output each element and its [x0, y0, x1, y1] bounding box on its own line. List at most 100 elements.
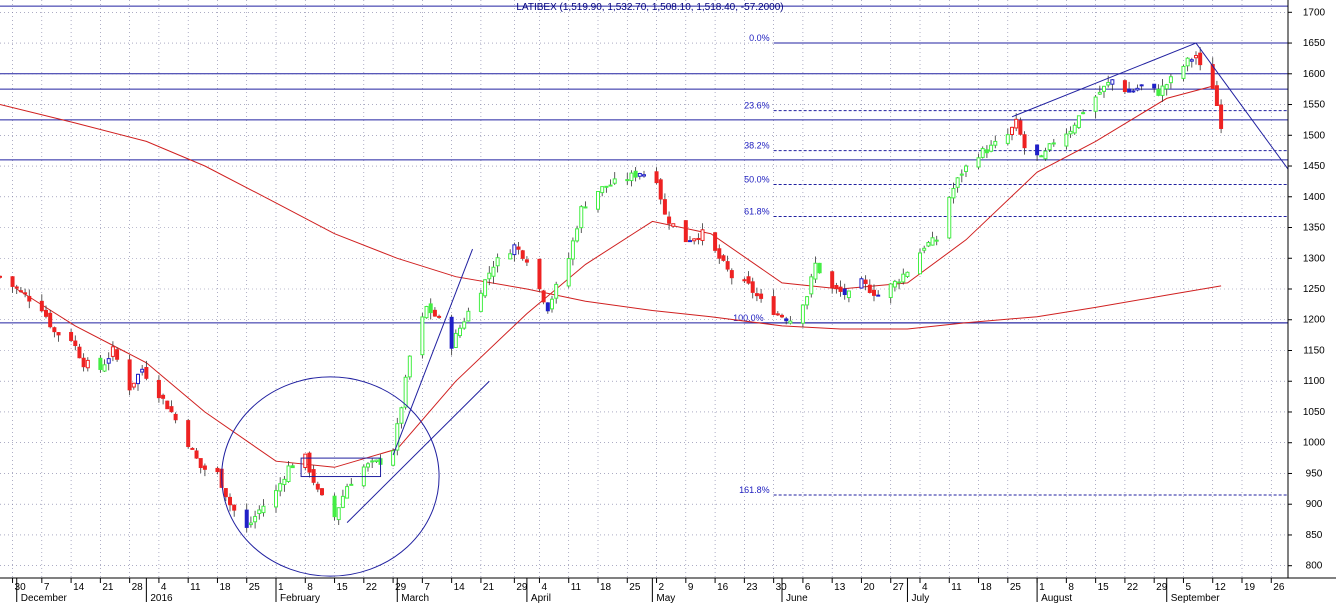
moving-average-long: [0, 104, 1222, 330]
x-tick-label: 4: [922, 582, 928, 593]
candle-body: [959, 173, 964, 176]
x-tick-label: 12: [1215, 582, 1227, 593]
candle-body: [834, 285, 839, 290]
candle-body: [688, 240, 692, 243]
y-tick-label: 1700: [1303, 7, 1326, 18]
candle-body: [1214, 85, 1219, 106]
x-tick-label: 2: [659, 582, 665, 593]
x-tick-label: 25: [249, 582, 261, 593]
candle-body: [989, 144, 994, 152]
x-tick-label: 1: [1039, 582, 1045, 593]
candle-body: [215, 467, 220, 473]
candle-body: [1064, 133, 1069, 147]
candle-body: [437, 315, 442, 318]
x-tick-label: 20: [863, 582, 875, 593]
candle-body: [596, 190, 600, 210]
candle-body: [788, 320, 793, 324]
candle-body: [52, 327, 57, 333]
candle-body: [487, 272, 492, 280]
candle-body: [625, 179, 630, 182]
candle-body: [194, 450, 199, 459]
candle-body: [859, 278, 864, 289]
candle-body: [905, 271, 910, 278]
x-tick-label: 15: [337, 582, 349, 593]
y-tick-label: 1050: [1303, 407, 1326, 418]
candle-body: [39, 300, 44, 312]
month-label: July: [911, 593, 929, 604]
candle-body: [223, 488, 228, 498]
x-tick-label: 30: [776, 582, 788, 593]
chart-title: LATIBEX (1,519.90, 1,532.70, 1,508.10, 1…: [516, 2, 783, 13]
candle-body: [667, 216, 672, 224]
candle-body: [575, 228, 580, 242]
annotation-ellipse: [221, 376, 440, 577]
candle-body: [700, 229, 705, 241]
candle-body: [173, 413, 178, 421]
candle-body: [374, 459, 379, 462]
y-tick-label: 1450: [1303, 161, 1326, 172]
candle-body: [524, 259, 529, 263]
candle-body: [1005, 134, 1010, 144]
x-tick-label: 15: [1098, 582, 1110, 593]
candle-body: [169, 406, 174, 413]
candle-body: [253, 516, 258, 523]
candle-body: [391, 450, 396, 466]
candle-body: [244, 509, 249, 528]
x-tick-label: 4: [541, 582, 547, 593]
candle-body: [56, 332, 61, 336]
candle-body: [579, 206, 584, 229]
candle-body: [1181, 65, 1186, 79]
candle-body: [934, 239, 939, 242]
moving-averages: [0, 85, 1222, 468]
y-tick-label: 1500: [1303, 130, 1326, 141]
annotations: [221, 42, 1289, 577]
y-tick-label: 1650: [1303, 38, 1326, 49]
x-tick-label: 22: [366, 582, 378, 593]
candle-body: [286, 465, 291, 483]
candle-body: [1122, 80, 1127, 93]
candle-body: [449, 316, 454, 349]
fibonacci-label: 61.8%: [744, 206, 770, 216]
candle-body: [44, 309, 48, 317]
candle-body: [1106, 81, 1111, 86]
x-tick-label: 7: [44, 582, 50, 593]
x-tick-label: 16: [717, 582, 729, 593]
x-tick-label: 18: [981, 582, 993, 593]
candle-body: [232, 504, 237, 511]
candle-body: [14, 286, 19, 289]
candle-body: [156, 379, 161, 399]
x-tick-label: 21: [102, 582, 114, 593]
candle-body: [432, 309, 437, 317]
candle-body: [780, 314, 784, 318]
y-tick-label: 800: [1306, 561, 1323, 572]
candle-body: [976, 157, 981, 168]
candle-body: [453, 332, 458, 349]
annotation-trendline: [392, 248, 474, 456]
month-label: March: [401, 593, 429, 604]
x-tick-label: 18: [600, 582, 612, 593]
x-tick-label: 1: [278, 582, 284, 593]
candle-body: [102, 364, 107, 372]
horizontal-lines: [0, 5, 1288, 324]
candle-body: [1014, 118, 1019, 129]
candle-body: [863, 279, 868, 284]
candle-body: [817, 262, 822, 274]
fibonacci-label: 38.2%: [744, 141, 770, 151]
candle-body: [742, 279, 747, 282]
candle-body: [1110, 79, 1115, 85]
y-tick-label: 1200: [1303, 315, 1326, 326]
candle-body: [332, 495, 337, 518]
x-tick-label: 6: [805, 582, 811, 593]
candle-body: [1081, 112, 1086, 115]
candle-body: [897, 281, 902, 284]
candle-body: [867, 284, 872, 293]
candle-body: [202, 465, 207, 470]
candle-body: [190, 447, 195, 450]
candle-body: [491, 266, 496, 277]
candle-body: [290, 465, 295, 469]
candle-body: [1189, 59, 1194, 62]
candle-body: [77, 346, 82, 359]
candle-body: [746, 276, 751, 284]
